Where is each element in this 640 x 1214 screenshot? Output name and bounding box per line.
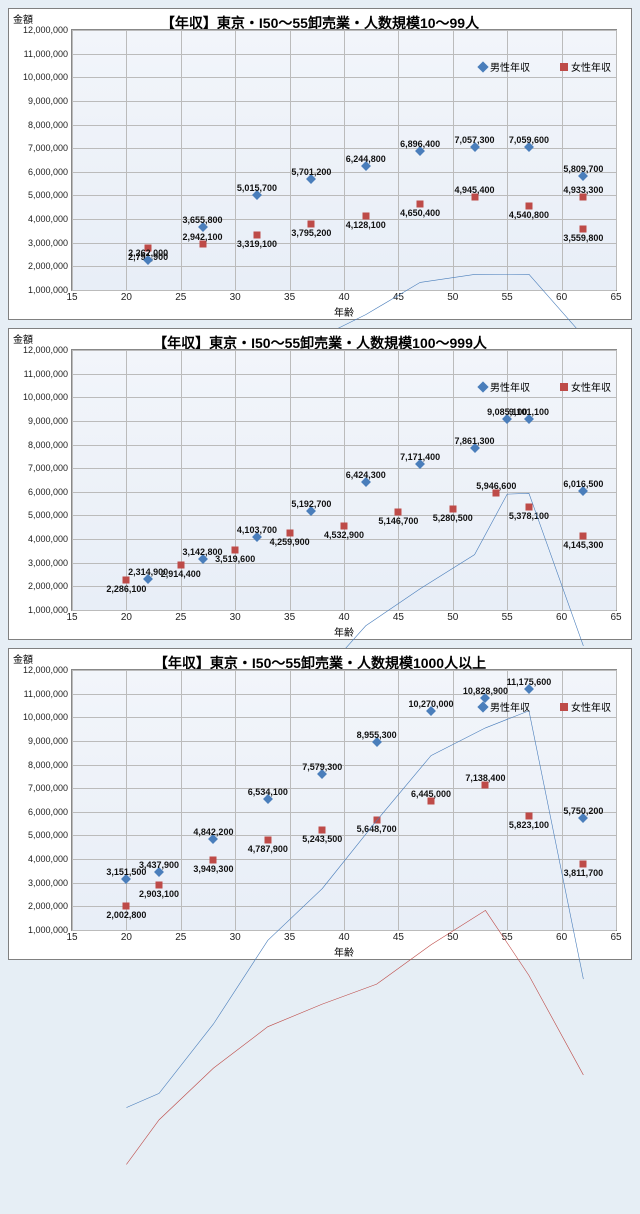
y-tick-label: 7,000,000	[28, 143, 68, 153]
y-tick-label: 11,000,000	[24, 369, 68, 379]
gridline-v	[616, 670, 617, 930]
y-tick-label: 11,000,000	[24, 49, 68, 59]
legend-female: 女性年収	[560, 59, 611, 74]
y-tick-label: 5,000,000	[28, 510, 68, 520]
male-value-label: 7,861,300	[455, 436, 495, 448]
male-value-label: 5,192,700	[291, 499, 331, 511]
male-value-label: 2,314,900	[128, 567, 168, 579]
male-value-label: 6,244,800	[346, 154, 386, 166]
legend-female-label: 女性年収	[571, 699, 611, 714]
y-tick-label: 6,000,000	[28, 487, 68, 497]
gridline-v	[616, 30, 617, 290]
y-tick-label: 6,000,000	[28, 167, 68, 177]
y-tick-label: 10,000,000	[23, 392, 68, 402]
male-value-label: 6,424,300	[346, 470, 386, 482]
y-tick-label: 1,000,000	[28, 605, 68, 615]
y-tick-label: 4,000,000	[28, 534, 68, 544]
y-tick-label: 5,000,000	[28, 190, 68, 200]
y-tick-label: 1,000,000	[28, 925, 68, 935]
chart-panel: 金額【年収】東京・I50～55卸売業・人数規模10～99人＊H28年「厚労省賃金…	[8, 8, 632, 320]
male-value-label: 2,262,000	[128, 248, 168, 260]
square-icon	[560, 703, 568, 711]
legend: 男性年収 女性年収	[479, 59, 611, 74]
y-tick-label: 3,000,000	[28, 558, 68, 568]
y-tick-label: 4,000,000	[28, 854, 68, 864]
legend-female-label: 女性年収	[571, 59, 611, 74]
y-tick-label: 11,000,000	[24, 689, 68, 699]
y-tick-label: 2,000,000	[28, 261, 68, 271]
male-value-label: 7,059,600	[509, 135, 549, 147]
male-value-label: 11,175,600	[507, 677, 552, 689]
y-tick-label: 2,000,000	[28, 901, 68, 911]
y-axis-title: 金額	[13, 651, 33, 666]
y-tick-label: 7,000,000	[28, 783, 68, 793]
legend-male-label: 男性年収	[490, 59, 530, 74]
male-value-label: 5,015,700	[237, 183, 277, 195]
male-value-label: 10,828,900	[463, 686, 508, 698]
y-tick-label: 9,000,000	[28, 736, 68, 746]
diamond-icon	[477, 381, 488, 392]
male-value-label: 5,750,200	[563, 806, 603, 818]
male-value-label: 8,955,300	[357, 730, 397, 742]
y-tick-label: 1,000,000	[28, 285, 68, 295]
legend-female: 女性年収	[560, 699, 611, 714]
chart-panel: 金額【年収】東京・I50～55卸売業・人数規模100～999人＊H28年「厚労省…	[8, 328, 632, 640]
chart-panel: 金額【年収】東京・I50～55卸売業・人数規模1000人以上＊H28年「厚労省賃…	[8, 648, 632, 960]
male-value-label: 3,655,800	[183, 215, 223, 227]
diamond-icon	[477, 61, 488, 72]
legend: 男性年収 女性年収	[479, 699, 611, 714]
legend-female: 女性年収	[560, 379, 611, 394]
y-tick-label: 7,000,000	[28, 463, 68, 473]
male-series	[72, 670, 616, 1214]
y-axis-title: 金額	[13, 331, 33, 346]
y-tick-label: 8,000,000	[28, 440, 68, 450]
male-value-label: 3,142,800	[183, 547, 223, 559]
y-tick-label: 2,000,000	[28, 581, 68, 591]
y-tick-label: 9,000,000	[28, 416, 68, 426]
y-tick-label: 3,000,000	[28, 238, 68, 248]
male-value-label: 10,270,000	[409, 699, 454, 711]
legend-female-label: 女性年収	[571, 379, 611, 394]
male-value-label: 4,842,200	[193, 827, 233, 839]
male-value-label: 7,171,400	[400, 452, 440, 464]
legend-male: 男性年収	[479, 59, 530, 74]
y-tick-label: 12,000,000	[23, 25, 68, 35]
male-value-label: 9,101,100	[509, 407, 549, 419]
male-value-label: 6,896,400	[400, 139, 440, 151]
male-value-label: 5,701,200	[291, 167, 331, 179]
male-value-label: 3,437,900	[139, 860, 179, 872]
male-value-label: 4,103,700	[237, 525, 277, 537]
legend-male-label: 男性年収	[490, 699, 530, 714]
y-tick-label: 9,000,000	[28, 96, 68, 106]
y-tick-label: 12,000,000	[23, 345, 68, 355]
diamond-icon	[477, 701, 488, 712]
male-value-label: 5,809,700	[563, 164, 603, 176]
y-tick-label: 3,000,000	[28, 878, 68, 888]
y-tick-label: 10,000,000	[23, 72, 68, 82]
legend-male: 男性年収	[479, 379, 530, 394]
male-value-label: 6,534,100	[248, 787, 288, 799]
gridline-v	[616, 350, 617, 610]
male-value-label: 7,057,300	[455, 135, 495, 147]
square-icon	[560, 63, 568, 71]
male-value-label: 6,016,500	[563, 479, 603, 491]
y-tick-label: 4,000,000	[28, 214, 68, 224]
legend-male: 男性年収	[479, 699, 530, 714]
y-tick-label: 12,000,000	[23, 665, 68, 675]
legend: 男性年収 女性年収	[479, 379, 611, 394]
y-tick-label: 8,000,000	[28, 120, 68, 130]
square-icon	[560, 383, 568, 391]
legend-male-label: 男性年収	[490, 379, 530, 394]
y-axis-title: 金額	[13, 11, 33, 26]
y-tick-label: 5,000,000	[28, 830, 68, 840]
y-tick-label: 10,000,000	[23, 712, 68, 722]
male-value-label: 7,579,300	[302, 762, 342, 774]
y-tick-label: 8,000,000	[28, 760, 68, 770]
y-tick-label: 6,000,000	[28, 807, 68, 817]
